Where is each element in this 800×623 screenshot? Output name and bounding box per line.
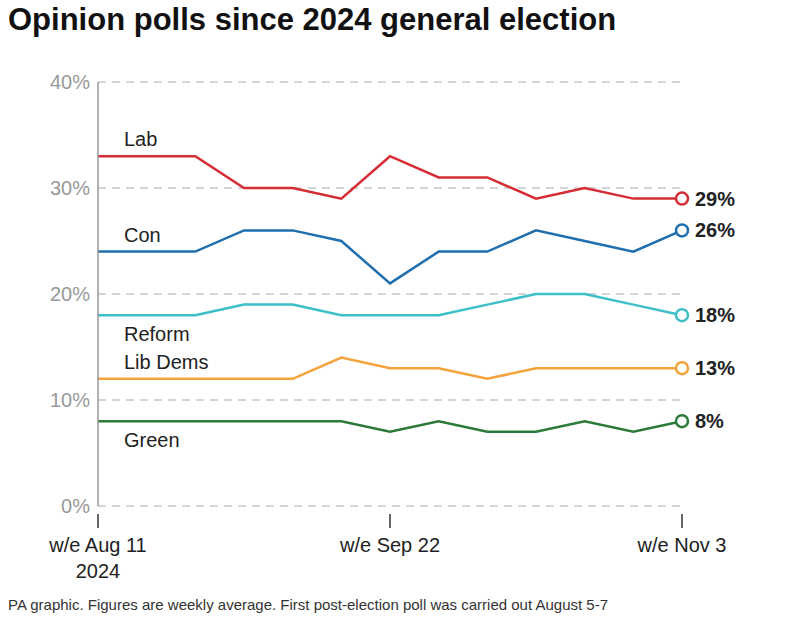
svg-text:18%: 18%: [695, 304, 735, 326]
svg-text:w/e Sep 22: w/e Sep 22: [339, 534, 440, 556]
html-text:Opinion polls since 2024 gener: Opinion polls since 2024 general electio…: [8, 2, 617, 37]
svg-text:13%: 13%: [695, 357, 735, 379]
svg-text:Lib Dems: Lib Dems: [124, 351, 208, 373]
svg-text:8%: 8%: [695, 410, 724, 432]
svg-text:10%: 10%: [50, 389, 90, 411]
svg-text:29%: 29%: [695, 188, 735, 210]
svg-text:Green: Green: [124, 429, 180, 451]
svg-text:w/e Aug 112024: w/e Aug 112024: [48, 534, 146, 582]
svg-text:30%: 30%: [50, 177, 90, 199]
svg-text:Reform: Reform: [124, 323, 190, 345]
svg-text:Con: Con: [124, 224, 161, 246]
svg-text:20%: 20%: [50, 283, 90, 305]
html-text:PA graphic. Figures are weekly: PA graphic. Figures are weekly average. …: [8, 596, 608, 613]
svg-text:26%: 26%: [695, 219, 735, 241]
svg-text:Lab: Lab: [124, 128, 157, 150]
svg-text:w/e Nov 3: w/e Nov 3: [637, 534, 727, 556]
svg-text:0%: 0%: [61, 495, 90, 517]
svg-text:40%: 40%: [50, 71, 90, 93]
